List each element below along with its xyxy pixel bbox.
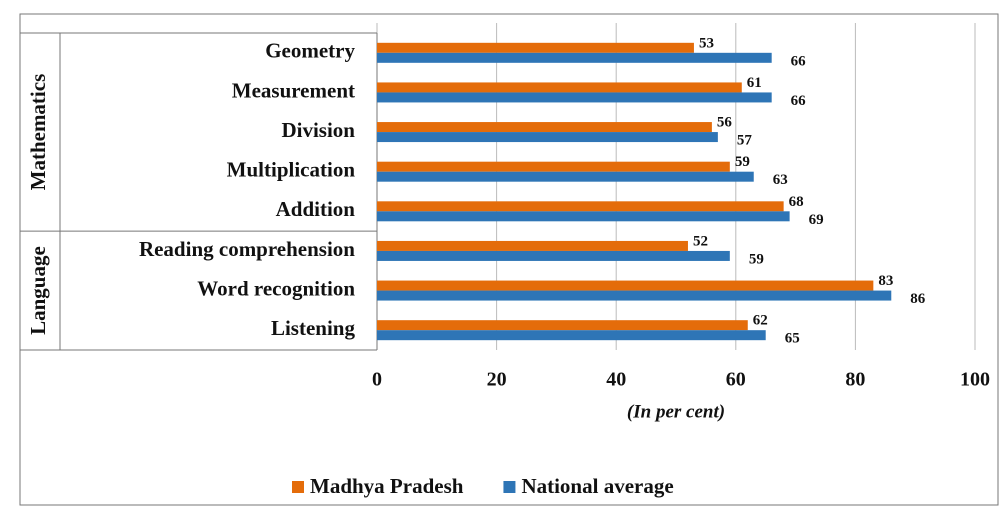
bar (377, 82, 742, 93)
x-tick-label: 0 (372, 369, 382, 391)
data-label: 63 (773, 172, 788, 188)
data-label: 68 (789, 194, 804, 210)
data-label: 59 (749, 251, 764, 267)
bar (377, 290, 892, 301)
x-tick-label: 40 (606, 369, 626, 391)
y-tick-label: Word recognition (197, 276, 355, 300)
x-tick-label: 60 (726, 369, 746, 391)
bar (377, 250, 730, 261)
data-label: 61 (747, 75, 762, 91)
data-label: 53 (699, 35, 714, 51)
bar (377, 280, 874, 291)
y-tick-label: Addition (276, 197, 356, 221)
y-tick-label: Measurement (232, 78, 355, 102)
legend-swatch (292, 481, 304, 493)
data-label: 56 (717, 115, 733, 131)
legend-label: Madhya Pradesh (310, 474, 464, 498)
bar (377, 240, 688, 251)
data-label: 86 (910, 291, 926, 307)
data-label: 66 (791, 93, 807, 109)
x-tick-label: 20 (487, 369, 507, 391)
data-label: 83 (878, 273, 893, 289)
y-tick-label: Multiplication (227, 158, 356, 182)
bar (377, 320, 748, 331)
y-tick-label: Listening (271, 316, 356, 340)
bar (377, 122, 712, 133)
data-label: 52 (693, 233, 708, 249)
bar (377, 330, 766, 341)
y-tick-label: Geometry (265, 39, 355, 63)
bar (377, 171, 754, 182)
frame (19, 13, 999, 506)
data-label: 57 (737, 133, 753, 149)
data-label: 69 (809, 212, 824, 228)
bar (377, 161, 730, 172)
bar (377, 211, 790, 222)
group-label: Language (26, 246, 50, 335)
x-axis-label: (In per cent) (627, 401, 725, 422)
x-tick-label: 100 (960, 369, 990, 391)
y-tick-label: Division (281, 118, 355, 142)
legend-label: National average (521, 474, 673, 498)
bar (377, 92, 772, 103)
bar (377, 42, 694, 53)
x-tick-label: 80 (845, 369, 865, 391)
bar (377, 201, 784, 212)
data-label: 62 (753, 313, 768, 329)
data-label: 59 (735, 154, 750, 170)
data-label: 66 (791, 53, 807, 69)
bar (377, 132, 718, 143)
legend-swatch (503, 481, 516, 493)
group-label: Mathematics (26, 74, 50, 191)
data-label: 65 (785, 331, 800, 347)
y-tick-label: Reading comprehension (139, 237, 355, 261)
bar (377, 52, 772, 63)
